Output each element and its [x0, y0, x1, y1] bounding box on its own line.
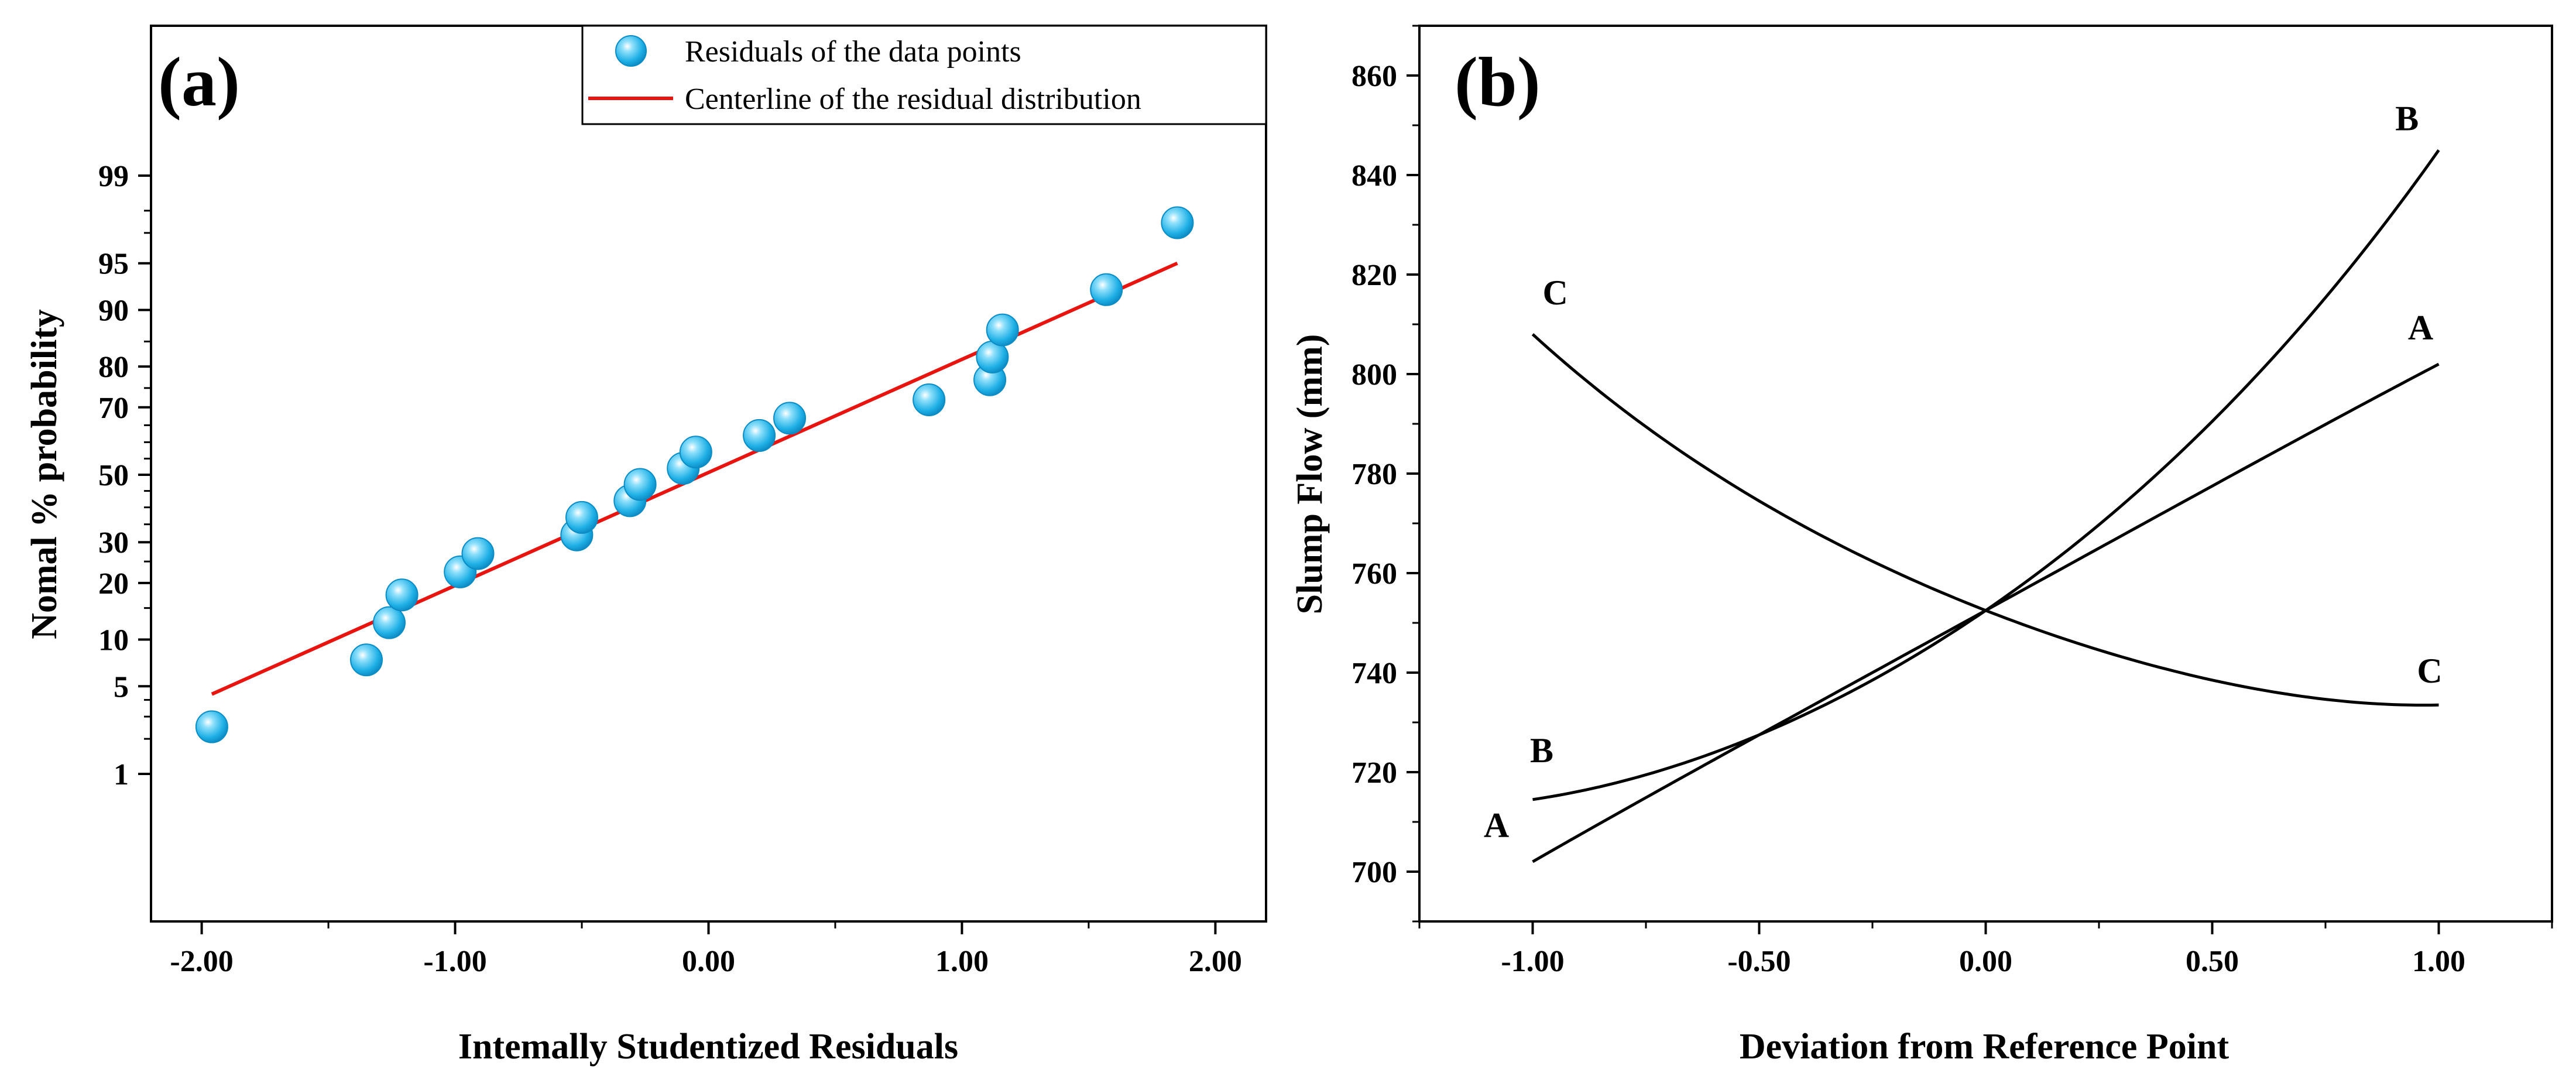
- curve-label-A: A: [1484, 806, 1509, 845]
- residual-point: [986, 313, 1019, 347]
- panel-a-label: (a): [158, 43, 240, 121]
- curve-label-C: C: [1543, 273, 1568, 312]
- legend-marker-residuals: [615, 35, 647, 67]
- residual-point: [773, 402, 807, 435]
- curve-label-B: B: [1530, 731, 1553, 770]
- panel-b-x-tick-label: 1.00: [2412, 945, 2465, 978]
- legend-label-centerline: Centerline of the residual distribution: [685, 83, 1141, 116]
- panel-a-y-tick-label: 1: [114, 758, 129, 791]
- legend-label-residuals: Residuals of the data points: [685, 35, 1021, 68]
- residual-point: [195, 710, 228, 743]
- panel-a-y-tick-label: 70: [98, 392, 129, 425]
- panel-a-y-tick-label: 99: [98, 160, 129, 193]
- panel-a-legend: Residuals of the data points Centerline …: [581, 25, 1267, 125]
- curve-C: [1531, 333, 2439, 707]
- panel-a-y-tick-label: 10: [98, 624, 129, 657]
- panel-a-y-tick-label: 95: [98, 248, 129, 281]
- panel-a-y-tick-label: 90: [98, 294, 129, 327]
- panel-a-x-tick-label: -1.00: [423, 945, 486, 978]
- panel-b-x-tick-label: 0.00: [1959, 945, 2012, 978]
- panel-b-label: (b): [1455, 43, 1541, 121]
- panel-b-y-axis-title: Slump Flow (mm): [1290, 334, 1330, 615]
- panel-b-y-tick-label: 780: [1352, 458, 1397, 491]
- panel-b-curves-layer: [1531, 149, 2440, 863]
- panel-a-x-tick-label: -2.00: [170, 945, 233, 978]
- panel-b-plot-frame: [1418, 25, 2553, 923]
- panel-b-x-tick-label: -0.50: [1727, 945, 1790, 978]
- panel-a-residual-normal-probability-plot: -2.00 -1.00 0.00 1.00 2.00 1 5 10 20 30 50 70 80 90 95…: [25, 25, 1267, 1067]
- panel-b-y-tick-label: 860: [1352, 60, 1397, 93]
- panel-b-y-tick-label: 760: [1352, 557, 1397, 591]
- panel-a-y-tick-label: 50: [98, 459, 129, 492]
- panel-a-y-axis-title: Nomal % probability: [25, 309, 64, 639]
- panel-b-x-tick-label: -1.00: [1501, 945, 1564, 978]
- panel-b-x-tick-label: 0.50: [2186, 945, 2239, 978]
- residual-point: [1161, 206, 1194, 239]
- panel-b-y-tick-label: 800: [1352, 358, 1397, 392]
- panel-a-y-tick-label: 80: [98, 351, 129, 384]
- residual-point: [1090, 273, 1123, 306]
- panel-a-x-tick-label: 1.00: [935, 945, 989, 978]
- panel-b-y-tick-label: 820: [1352, 259, 1397, 292]
- panel-b-y-tick-label: 740: [1352, 657, 1397, 690]
- curve-label-C: C: [2417, 652, 2442, 690]
- panel-a-points-layer: [195, 206, 1194, 743]
- panel-b-y-tick-label: 700: [1352, 856, 1397, 889]
- panel-b-ticks: -1.00 -0.50 0.00 0.50 1.00 700 720 740 760 780 800…: [1352, 25, 2553, 978]
- curve-label-B: B: [2395, 100, 2419, 138]
- residual-point: [461, 537, 495, 570]
- panel-b-y-tick-label: 840: [1352, 159, 1397, 193]
- residual-point: [623, 468, 657, 501]
- residual-point: [385, 578, 419, 612]
- curve-B: [1532, 149, 2440, 801]
- panel-a-x-tick-label: 2.00: [1189, 945, 1242, 978]
- panel-a-y-tick-label: 30: [98, 526, 129, 560]
- panel-a-ticks: -2.00 -1.00 0.00 1.00 2.00 1 5 10 20 30 50 70 80 90 95…: [98, 160, 1242, 978]
- residual-point: [372, 606, 406, 639]
- panel-b-x-axis-title: Deviation from Reference Point: [1740, 1027, 2229, 1067]
- panel-b-perturbation-plot: -1.00 -0.50 0.00 0.50 1.00 700 720 740 760 780 800…: [1290, 25, 2553, 1067]
- curve-A: [1532, 362, 2440, 863]
- curve-label-A: A: [2408, 309, 2433, 347]
- panel-a-y-tick-label: 20: [98, 567, 129, 601]
- residual-point: [679, 436, 712, 469]
- residual-point: [350, 643, 383, 677]
- panel-a-x-tick-label: 0.00: [682, 945, 735, 978]
- residual-point: [913, 383, 946, 416]
- panel-b-y-tick-label: 720: [1352, 756, 1397, 790]
- panel-a-y-tick-label: 5: [114, 670, 129, 704]
- residual-point: [743, 419, 776, 452]
- residual-point: [565, 501, 599, 534]
- panel-a-legend-box: [581, 25, 1267, 125]
- panel-a-x-axis-title: Intemally Studentized Residuals: [458, 1027, 958, 1067]
